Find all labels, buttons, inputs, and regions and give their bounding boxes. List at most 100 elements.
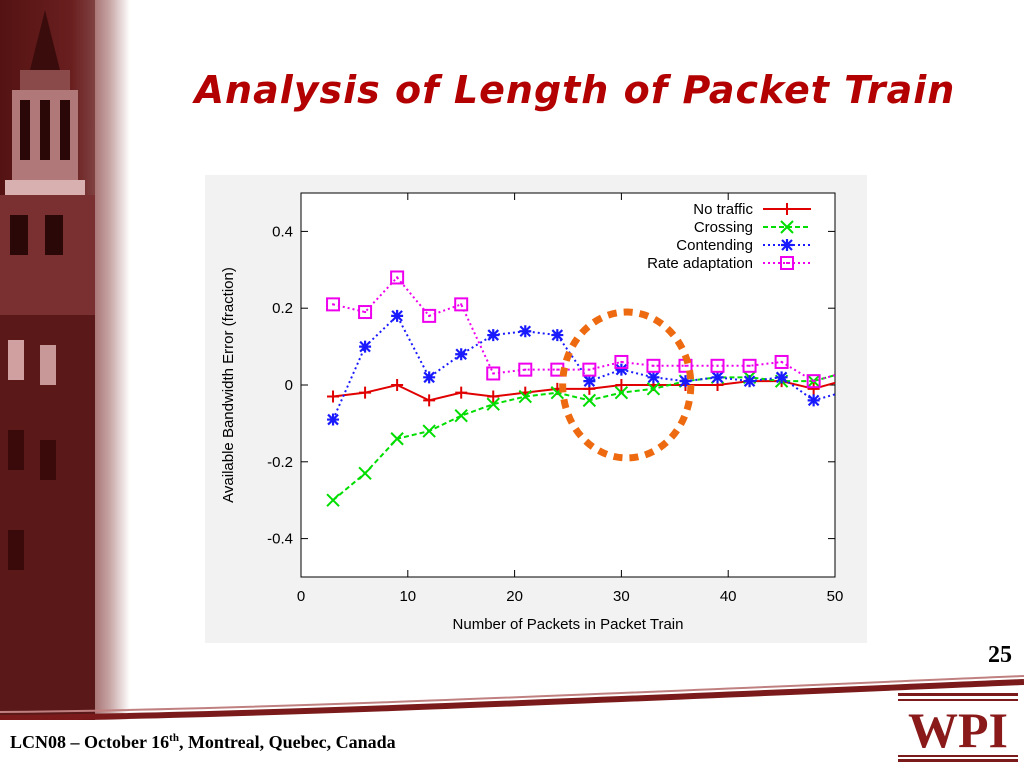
series-3-point [743,375,756,388]
series-4-point-dot [364,311,367,314]
series-3-point [423,371,436,384]
legend-marker [780,256,794,270]
series-1-point [807,382,820,395]
series-4-point [710,358,725,373]
series-2-point [582,393,597,408]
series-4-point [806,374,821,389]
series-4-point-dot [332,303,335,306]
y-tick-label: -0.2 [267,454,293,471]
series-3-point [519,325,532,338]
series-4-point [422,308,437,323]
series-3-point [583,375,596,388]
series-2-point [486,397,500,411]
legend-label: Crossing [694,219,753,236]
legend-marker-dot [786,262,788,264]
series-4-point [518,362,533,377]
chart-panel: 0 10 20 30 40 50 -0.4 -0.2 0 0.2 0.4 Number of Pack… [205,175,867,643]
series-tail-3 [813,393,836,402]
series-2-point [614,385,629,400]
series-1-point [423,394,436,407]
series-2-point [358,466,372,481]
legend-label: No traffic [693,201,753,218]
y-tick-label: 0 [285,377,293,394]
series-3-point [679,375,692,388]
x-tick-label: 30 [613,588,630,605]
series-3-point [455,348,468,361]
series-4-point [454,297,469,312]
series-4-point [358,305,373,320]
series-1-point [487,390,500,403]
series-3-point [647,371,660,384]
x-axis-label: Number of Packets in Packet Train [453,616,684,633]
legend-marker [781,203,793,215]
line-chart: 0 10 20 30 40 50 -0.4 -0.2 0 0.2 0.4 Number of Pack… [220,192,844,633]
highlight-circle [559,308,695,462]
legend-label: Rate adaptation [647,255,753,272]
legend-label: Contending [676,237,753,254]
series-line-2 [332,376,814,501]
y-tick-label: 0.4 [272,223,293,240]
series-4-point [742,358,757,373]
series-4-point-dot [588,368,591,371]
y-axis-label: Available Bandwidth Error (fraction) [220,267,237,503]
series-4-point-dot [620,360,623,363]
y-tick-label: -0.4 [267,531,293,548]
wpi-logo: WPI [898,693,1018,762]
series-2-point [326,493,340,507]
series-2-point [646,382,661,396]
series-4-point-dot [716,364,719,367]
page-number: 25 [988,642,1012,668]
series-4-point-dot [428,314,431,317]
series-1-point [359,386,372,399]
series-4-point [646,358,661,373]
series-4-point-dot [524,368,527,371]
series-3-point [391,309,404,322]
series-4-point [326,297,341,312]
legend-marker [781,239,793,251]
series-4-point-dot [780,360,783,363]
series-2-point [518,389,532,404]
series-4-point-dot [556,368,559,371]
series-3-point [615,363,628,376]
footer-swoosh-line [0,675,1024,720]
series-4-point [486,366,501,381]
wpi-logo-text: WPI [908,702,1008,758]
x-tick-label: 40 [720,588,737,605]
series-1-point [391,379,404,391]
footer-text-rest: , Montreal, Quebec, Canada [178,732,396,752]
x-tick-label: 50 [827,588,844,605]
series-3-point [487,329,500,342]
series-1-point [327,390,340,403]
series-line-1 [332,380,814,402]
series-2-point [390,432,404,446]
series-2-point [422,424,436,438]
y-tick-label: 0.2 [272,300,293,317]
footer-text-sup: th [169,732,179,744]
tower-sidebar-graphic [0,0,130,720]
x-tick-label: 20 [506,588,523,605]
series-4-point-dot [460,303,463,306]
series-3-point [359,340,372,353]
footer-text: LCN08 – October 16th, Montreal, Quebec, … [10,732,396,753]
series-4-point-dot [652,364,655,367]
series-4-point-dot [684,364,687,367]
legend-marker [780,220,794,234]
series-1-point [615,379,628,391]
series-3-point [807,394,820,407]
series-3-point [551,329,564,342]
series-4-point [774,354,789,369]
series-4-point-dot [396,276,399,279]
x-tick-label: 10 [399,588,416,605]
x-tick-label: 0 [297,588,305,605]
series-3-point [711,371,724,384]
series-3-point [775,371,788,384]
series-4-point-dot [812,380,815,383]
series-1-point [455,386,468,399]
series-4-point-dot [748,364,751,367]
series-4-point [582,362,597,377]
series-line-4 [332,275,815,383]
slide-title: Analysis of Length of Packet Train [194,68,956,112]
series-4-point [614,354,629,369]
series-tail-4 [813,374,836,383]
series-4-point [390,270,405,285]
